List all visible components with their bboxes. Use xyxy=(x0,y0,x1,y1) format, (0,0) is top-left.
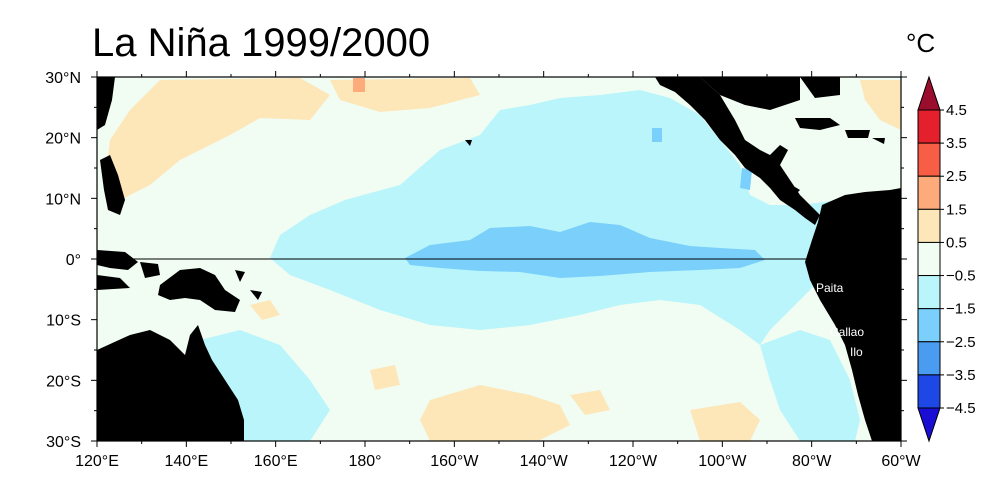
cool-anomaly-spot-2 xyxy=(652,128,662,142)
colorbar-unit-label: °C xyxy=(906,28,935,58)
x-tick-label: 80°W xyxy=(792,453,832,470)
land-philippines xyxy=(100,155,125,215)
y-tick-label: 20°N xyxy=(45,131,81,148)
land-caribbean xyxy=(795,118,840,130)
colorbar: 4.5 3.5 2.5 1.5 0.5 −0.5 −1.5 −2.5 −3.5 −4.5 xyxy=(917,75,976,443)
warm-anomaly-regions xyxy=(105,78,901,441)
cool-anomaly-spot xyxy=(740,168,752,190)
colorbar-bottom-triangle xyxy=(917,407,941,443)
x-tick-label: 120°W xyxy=(609,453,658,470)
y-axis: 30°N 20°N 10°N 0° 10°S 20°S 30°S xyxy=(45,70,907,451)
cool-anomaly-core xyxy=(405,222,765,278)
y-tick-label: 30°S xyxy=(46,434,81,451)
land-indonesia-1 xyxy=(97,250,138,270)
x-tick-label: 100°W xyxy=(698,453,747,470)
colorbar-tick-label: −1.5 xyxy=(946,301,976,318)
colorbar-segment xyxy=(917,175,941,210)
x-tick-label: 160°E xyxy=(254,453,298,470)
land-indonesia-3 xyxy=(97,275,130,290)
land-masses xyxy=(97,77,901,441)
colorbar-segment xyxy=(917,374,941,409)
y-tick-label: 30°N xyxy=(45,70,81,87)
colorbar-segment xyxy=(917,142,941,177)
colorbar-top-triangle xyxy=(917,75,941,111)
y-tick-label: 0° xyxy=(66,252,81,269)
place-label-callao: Callao xyxy=(830,325,864,339)
x-tick-label: 140°W xyxy=(520,453,569,470)
colorbar-tick-label: −2.5 xyxy=(946,334,976,351)
place-label-ilo: Ilo xyxy=(850,345,863,359)
place-label-paita: Paita xyxy=(816,281,844,295)
x-tick-label: 60°W xyxy=(881,453,921,470)
colorbar-segment xyxy=(917,275,941,310)
x-tick-label: 160°W xyxy=(430,453,479,470)
colorbar-segment xyxy=(917,308,941,343)
warm-hotspot-1 xyxy=(353,78,365,92)
colorbar-tick-label: −0.5 xyxy=(946,268,976,285)
colorbar-segment xyxy=(917,208,941,243)
land-asia-north xyxy=(97,77,115,130)
x-axis: 120°E 140°E 160°E 180° 160°W 140°W 120°W 100°W 8… xyxy=(75,71,922,470)
colorbar-segment xyxy=(917,109,941,144)
colorbar-segment xyxy=(917,241,941,277)
map-title: La Niña 1999/2000 xyxy=(92,21,430,65)
land-new-guinea xyxy=(158,268,240,312)
colorbar-tick-label: 0.5 xyxy=(946,234,967,251)
x-tick-label: 180° xyxy=(348,453,381,470)
y-tick-label: 20°S xyxy=(46,373,81,390)
map-panel xyxy=(97,77,901,441)
cool-anomaly-south-east xyxy=(760,330,860,441)
land-indonesia-2 xyxy=(140,262,160,278)
colorbar-segment xyxy=(917,341,941,376)
colorbar-tick-label: 2.5 xyxy=(946,168,967,185)
y-tick-label: 10°N xyxy=(45,191,81,208)
cool-anomaly-band xyxy=(270,90,901,345)
land-australia xyxy=(97,325,244,441)
land-south-america xyxy=(805,188,901,441)
colorbar-tick-label: −4.5 xyxy=(946,400,976,417)
colorbar-tick-label: 3.5 xyxy=(946,135,967,152)
y-tick-label: 10°S xyxy=(46,313,81,330)
x-tick-label: 140°E xyxy=(164,453,208,470)
x-tick-label: 120°E xyxy=(75,453,119,470)
colorbar-tick-label: −3.5 xyxy=(946,367,976,384)
colorbar-tick-label: 4.5 xyxy=(946,102,967,119)
colorbar-tick-label: 1.5 xyxy=(946,201,967,218)
